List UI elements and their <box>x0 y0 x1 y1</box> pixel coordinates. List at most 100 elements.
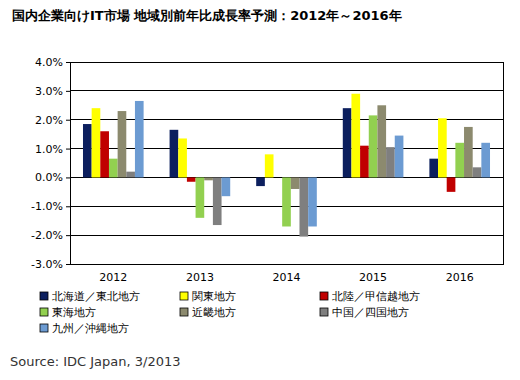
series <box>118 105 473 189</box>
y-tick-mark <box>66 264 70 265</box>
bar <box>274 177 283 178</box>
legend-item: 中国／四国地方 <box>320 306 409 319</box>
y-tick-mark <box>66 206 70 207</box>
x-tick-label: 2013 <box>186 271 214 284</box>
legend-item: 近畿地方 <box>180 306 236 319</box>
bar <box>343 108 352 177</box>
legend-swatch <box>180 308 188 316</box>
y-tick-mark <box>66 177 70 178</box>
bar <box>256 177 265 186</box>
x-axis: 2012 2013 2014 2015 2016 <box>71 264 504 284</box>
y-tick-mark <box>66 149 70 150</box>
bar <box>222 177 231 196</box>
y-tick-label: 4.0% <box>35 56 63 69</box>
legend-label: 中国／四国地方 <box>332 306 409 319</box>
series <box>100 131 455 192</box>
bar <box>83 124 92 177</box>
y-tick-label: -3.0% <box>31 258 63 271</box>
bar <box>109 159 118 178</box>
bar <box>455 143 464 178</box>
bar <box>447 177 456 191</box>
y-tick: 3.0% <box>35 85 70 98</box>
bar <box>135 101 144 177</box>
legend-swatch <box>40 308 48 316</box>
chart-container: 国内企業向けIT市場 地域別前年比成長率予測：2012年～2016年-3.0%-… <box>0 0 520 380</box>
bar <box>126 172 135 178</box>
y-tick-label: -1.0% <box>31 200 63 213</box>
bar <box>360 146 369 178</box>
bar <box>265 154 274 177</box>
y-tick-mark <box>66 62 70 63</box>
bar <box>196 177 205 217</box>
bar <box>377 105 386 177</box>
grid-line <box>70 235 503 236</box>
bar <box>118 111 127 177</box>
series <box>92 94 447 178</box>
x-tick: 2016 <box>446 264 474 284</box>
bar <box>178 138 187 177</box>
y-tick-label: 3.0% <box>35 85 63 98</box>
legend: 北海道／東北地方 関東地方 北陸／甲信越地方東海地方 近畿地方 中国／四国地方九州／沖縄… <box>40 290 420 335</box>
y-tick-label: 0.0% <box>35 171 63 184</box>
bar <box>308 177 317 226</box>
bar <box>282 177 291 226</box>
grid <box>70 62 503 264</box>
y-tick-mark <box>66 91 70 92</box>
bar <box>299 177 308 236</box>
x-axis-line <box>71 264 504 265</box>
y-tick-label: 1.0% <box>35 143 63 156</box>
bar <box>187 177 196 181</box>
legend-label: 九州／沖縄地方 <box>52 322 129 335</box>
x-tick: 2012 <box>99 264 127 284</box>
y-tick: 4.0% <box>35 56 70 69</box>
bar <box>438 118 447 177</box>
legend-label: 北陸／甲信越地方 <box>332 290 420 303</box>
y-tick: -2.0% <box>31 229 70 242</box>
y-tick: 0.0% <box>35 171 70 184</box>
bar <box>204 177 213 180</box>
bar <box>481 143 490 178</box>
legend-swatch <box>40 324 48 332</box>
bar <box>170 130 179 178</box>
title: 国内企業向けIT市場 地域別前年比成長率予測：2012年～2016年 <box>12 8 402 23</box>
series <box>135 101 490 227</box>
bar <box>100 131 109 177</box>
x-tick-label: 2016 <box>446 271 474 284</box>
legend-label: 北海道／東北地方 <box>52 290 140 303</box>
x-tick-label: 2014 <box>273 271 301 284</box>
y-tick-label: -2.0% <box>31 229 63 242</box>
y-tick-mark <box>66 235 70 236</box>
y-tick-label: 2.0% <box>35 114 63 127</box>
legend-swatch <box>320 292 328 300</box>
plot-frame <box>70 62 503 264</box>
y-tick: -3.0% <box>31 258 70 271</box>
bar <box>291 177 300 189</box>
y-axis: -3.0% -2.0% -1.0% 0.0% 1.0% 2.0% 3.0% 4.0% <box>31 56 70 271</box>
legend-item: 九州／沖縄地方 <box>40 322 129 335</box>
x-tick-label: 2012 <box>99 271 127 284</box>
bar <box>351 94 360 178</box>
source: Source: IDC Japan, 3/2013 <box>10 354 180 369</box>
legend-label: 近畿地方 <box>192 306 236 319</box>
bar <box>369 115 378 177</box>
x-tick: 2013 <box>186 264 214 284</box>
legend-item: 北海道／東北地方 <box>40 290 140 303</box>
bars <box>83 94 490 237</box>
legend-swatch <box>180 292 188 300</box>
y-tick: -1.0% <box>31 200 70 213</box>
x-tick: 2014 <box>273 264 301 284</box>
bar <box>213 177 222 225</box>
legend-label: 東海地方 <box>52 306 96 319</box>
bar <box>386 147 395 177</box>
legend-swatch <box>40 292 48 300</box>
legend-item: 関東地方 <box>180 290 236 303</box>
y-tick: 2.0% <box>35 114 70 127</box>
x-tick-label: 2015 <box>359 271 387 284</box>
y-axis-line <box>66 63 71 265</box>
legend-item: 東海地方 <box>40 306 96 319</box>
y-tick-mark <box>66 120 70 121</box>
bar <box>473 167 482 177</box>
bar <box>464 127 473 178</box>
y-tick: 1.0% <box>35 143 70 156</box>
plot: -3.0%-2.0%-1.0%0.0%1.0%2.0%3.0%4.0%20122… <box>31 56 503 284</box>
